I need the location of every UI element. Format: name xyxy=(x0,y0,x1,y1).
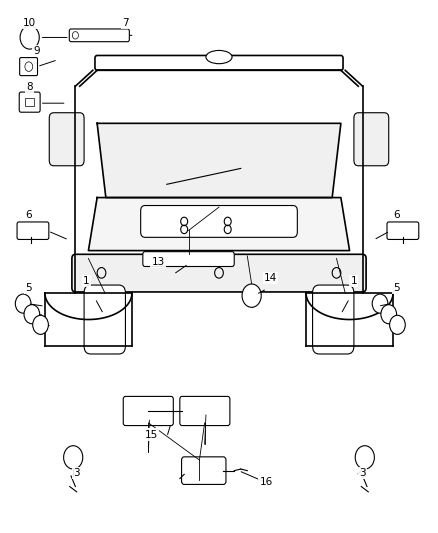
Text: 6: 6 xyxy=(25,209,32,220)
FancyBboxPatch shape xyxy=(72,254,366,292)
Text: 16: 16 xyxy=(259,477,272,487)
Circle shape xyxy=(242,284,261,308)
Circle shape xyxy=(20,26,39,49)
Text: 10: 10 xyxy=(23,18,36,28)
Text: 3: 3 xyxy=(359,469,366,478)
Polygon shape xyxy=(97,123,341,198)
FancyBboxPatch shape xyxy=(313,285,354,354)
FancyBboxPatch shape xyxy=(141,206,297,237)
Circle shape xyxy=(15,294,31,313)
Text: 9: 9 xyxy=(33,46,39,56)
Ellipse shape xyxy=(206,51,232,63)
Circle shape xyxy=(372,294,388,313)
Text: 3: 3 xyxy=(74,469,80,478)
FancyBboxPatch shape xyxy=(182,457,226,484)
FancyBboxPatch shape xyxy=(49,113,84,166)
FancyBboxPatch shape xyxy=(69,29,129,42)
Circle shape xyxy=(355,446,374,469)
Text: 14: 14 xyxy=(264,273,277,283)
Circle shape xyxy=(64,446,83,469)
FancyBboxPatch shape xyxy=(143,252,234,266)
FancyBboxPatch shape xyxy=(25,98,34,107)
FancyBboxPatch shape xyxy=(354,113,389,166)
Text: 5: 5 xyxy=(393,282,400,293)
FancyBboxPatch shape xyxy=(95,55,343,70)
Circle shape xyxy=(24,305,40,324)
FancyBboxPatch shape xyxy=(123,397,173,425)
FancyBboxPatch shape xyxy=(84,285,125,354)
Polygon shape xyxy=(88,198,350,251)
Text: 7: 7 xyxy=(122,18,129,28)
Text: 8: 8 xyxy=(26,82,33,92)
Circle shape xyxy=(72,31,78,39)
Circle shape xyxy=(25,62,33,71)
FancyBboxPatch shape xyxy=(387,222,419,239)
Text: 13: 13 xyxy=(152,257,165,267)
Text: 5: 5 xyxy=(25,282,32,293)
Text: 15: 15 xyxy=(145,430,158,440)
FancyBboxPatch shape xyxy=(17,222,49,239)
Circle shape xyxy=(33,316,48,334)
Text: 1: 1 xyxy=(83,276,89,286)
Text: 6: 6 xyxy=(393,209,400,220)
FancyBboxPatch shape xyxy=(20,58,38,76)
Text: 1: 1 xyxy=(350,276,357,286)
FancyBboxPatch shape xyxy=(180,397,230,425)
Circle shape xyxy=(381,305,396,324)
FancyBboxPatch shape xyxy=(19,92,40,112)
Circle shape xyxy=(390,316,405,334)
